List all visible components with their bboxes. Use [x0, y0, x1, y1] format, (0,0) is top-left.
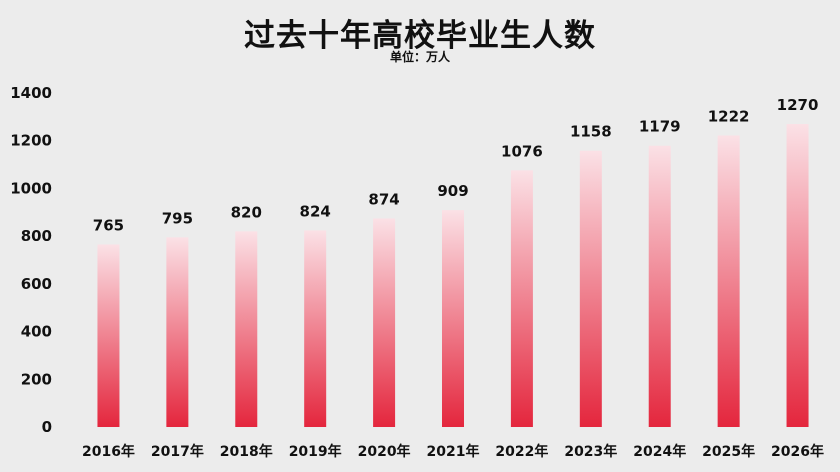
bar: [373, 218, 396, 427]
x-tick-label: 2026年: [771, 443, 824, 460]
y-axis: 0 200 400 600 800 1000 1200 1400: [10, 84, 52, 436]
x-tick-label: 2020年: [358, 443, 411, 460]
x-tick-label: 2024年: [633, 443, 686, 460]
bar: [510, 170, 533, 427]
chart-subtitle: 单位：万人: [389, 50, 450, 64]
bar: [579, 150, 602, 427]
y-tick-label: 1400: [10, 84, 52, 102]
data-label: 1158: [570, 123, 612, 141]
bars: 765 795 820 824 874 909 1076 1158 1179 1222 1270: [93, 96, 819, 428]
data-label: 1076: [501, 142, 543, 160]
x-axis: 2016年 2017年 2018年 2019年 2020年 2021年 2022年 2023年…: [82, 443, 824, 460]
x-tick-label: 2017年: [151, 443, 204, 460]
y-tick-label: 400: [21, 323, 52, 341]
bar: [97, 244, 120, 427]
data-label: 795: [162, 209, 193, 227]
y-tick-label: 800: [21, 227, 52, 245]
x-tick-label: 2018年: [220, 443, 273, 460]
data-label: 1222: [708, 107, 750, 125]
bar: [442, 210, 464, 427]
y-tick-label: 200: [21, 370, 52, 388]
chart-title: 过去十年高校毕业生人数: [244, 18, 596, 54]
x-tick-label: 2022年: [495, 443, 548, 460]
x-tick-label: 2016年: [82, 443, 135, 460]
x-tick-label: 2021年: [427, 443, 480, 460]
bar: [717, 135, 740, 428]
bar: [304, 230, 327, 427]
data-label: 765: [93, 216, 124, 234]
x-tick-label: 2025年: [702, 443, 755, 460]
y-tick-label: 1200: [10, 132, 52, 150]
y-tick-label: 0: [42, 418, 52, 436]
x-tick-label: 2023年: [564, 443, 617, 460]
data-label: 909: [437, 182, 468, 200]
data-label: 1179: [639, 118, 681, 136]
x-tick-label: 2019年: [289, 443, 342, 460]
bar: [166, 237, 189, 427]
data-label: 1270: [777, 96, 819, 114]
data-label: 824: [300, 202, 331, 220]
data-label: 820: [231, 203, 262, 221]
bar: [786, 124, 809, 427]
bar: [648, 145, 671, 427]
data-label: 874: [368, 190, 399, 208]
y-tick-label: 600: [21, 275, 52, 293]
bar: [235, 231, 258, 427]
y-tick-label: 1000: [10, 179, 52, 197]
